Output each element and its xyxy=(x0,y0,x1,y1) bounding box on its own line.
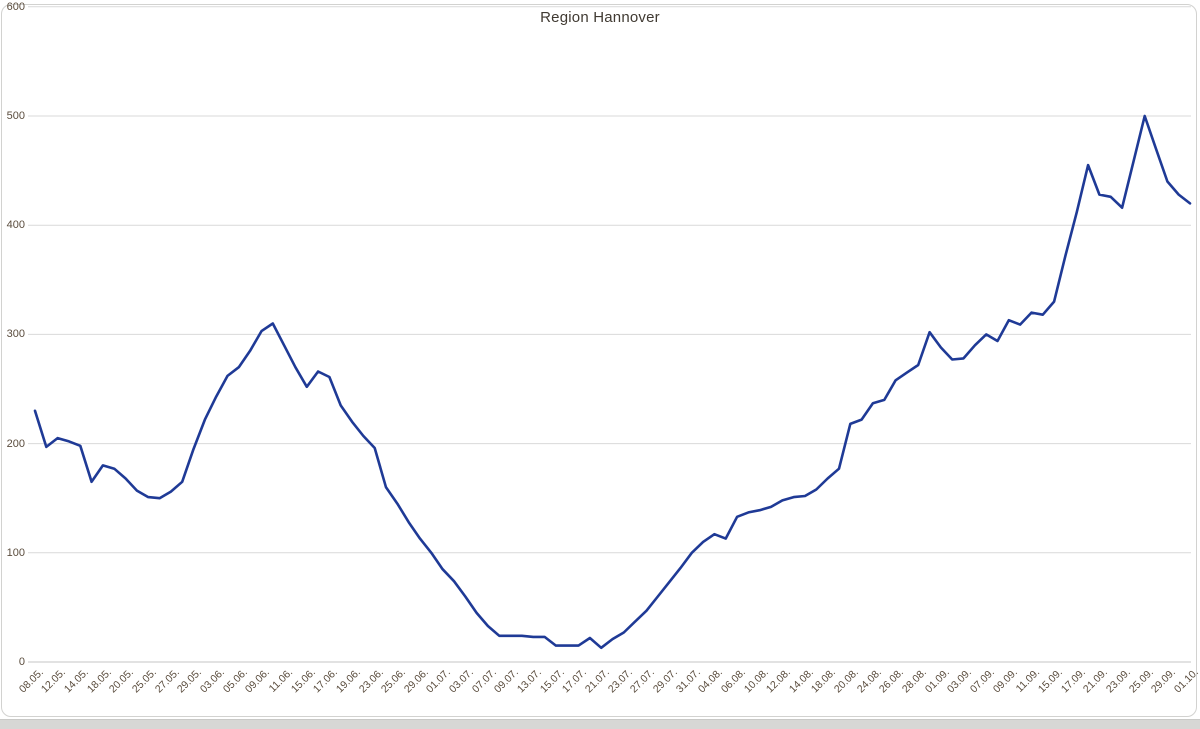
gridlines xyxy=(28,6,1191,663)
y-axis-tick-label: 100 xyxy=(6,546,25,559)
bottom-strip xyxy=(0,719,1200,729)
chart-title: Region Hannover xyxy=(540,9,660,26)
y-axis-tick-label: 300 xyxy=(6,328,25,341)
y-axis-tick-label: 0 xyxy=(18,656,25,668)
chart-frame xyxy=(1,4,1197,717)
y-axis-tick-label: 600 xyxy=(6,0,25,13)
y-axis-tick-label: 400 xyxy=(6,219,25,232)
y-axis-tick-label: 200 xyxy=(6,437,25,450)
y-axis-tick-label: 500 xyxy=(6,110,25,122)
series-line xyxy=(33,114,1192,650)
